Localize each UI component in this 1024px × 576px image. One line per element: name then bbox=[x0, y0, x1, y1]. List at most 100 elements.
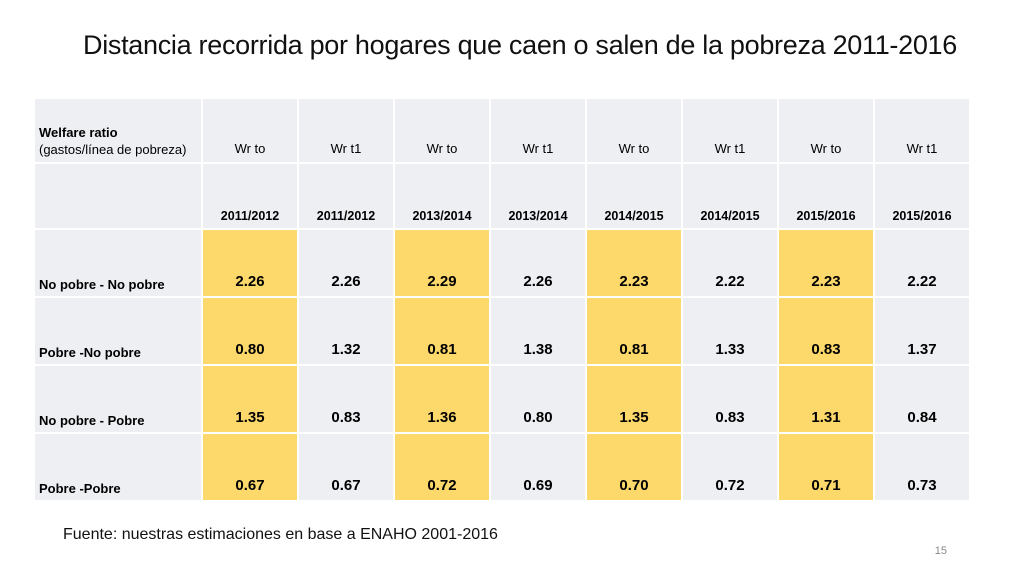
value-cell-highlighted: 2.23 bbox=[779, 230, 873, 296]
value: 0.80 bbox=[235, 341, 265, 358]
period-header: 2015/2016 bbox=[796, 209, 856, 223]
period-header: 2011/2012 bbox=[316, 209, 376, 223]
corner-header-cell: Welfare ratio (gastos/línea de pobreza) bbox=[35, 99, 201, 162]
period-header-cell: 2011/2012 bbox=[299, 164, 393, 228]
period-header-cell: 2011/2012 bbox=[203, 164, 297, 228]
value-cell-highlighted: 0.81 bbox=[395, 298, 489, 364]
value-cell-highlighted: 0.83 bbox=[779, 298, 873, 364]
period-header-cell: 2014/2015 bbox=[587, 164, 681, 228]
period-header-cell: 2013/2014 bbox=[395, 164, 489, 228]
value-cell: 1.37 bbox=[875, 298, 969, 364]
value: 0.67 bbox=[331, 477, 361, 494]
period-header-cell: 2015/2016 bbox=[875, 164, 969, 228]
source-note: Fuente: nuestras estimaciones en base a … bbox=[63, 526, 498, 543]
measure-header-cell: Wr to bbox=[779, 99, 873, 162]
value: 0.71 bbox=[811, 477, 841, 494]
value: 1.35 bbox=[235, 409, 265, 426]
page-number: 15 bbox=[934, 545, 947, 557]
value: 0.84 bbox=[907, 409, 937, 426]
value: 0.70 bbox=[619, 477, 649, 494]
period-header-cell: 2013/2014 bbox=[491, 164, 585, 228]
value-cell: 0.84 bbox=[875, 366, 969, 432]
value-cell: 0.83 bbox=[299, 366, 393, 432]
value-cell: 1.38 bbox=[491, 298, 585, 364]
row-label-cell: Pobre -Pobre bbox=[35, 434, 201, 500]
value-cell-highlighted: 0.72 bbox=[395, 434, 489, 500]
row-label: No pobre - Pobre bbox=[39, 413, 145, 428]
value: 1.32 bbox=[331, 341, 361, 358]
table-row: No pobre - Pobre 1.35 0.83 1.36 0.80 1.3… bbox=[35, 366, 969, 432]
header-row-periods: 2011/2012 2011/2012 2013/2014 2013/2014 … bbox=[35, 164, 969, 228]
measure-header-cell: Wr t1 bbox=[683, 99, 777, 162]
measure-header-cell: Wr to bbox=[587, 99, 681, 162]
value-cell: 2.22 bbox=[875, 230, 969, 296]
period-header-cell: 2015/2016 bbox=[779, 164, 873, 228]
value: 1.37 bbox=[907, 341, 937, 358]
measure-header: Wr t1 bbox=[522, 141, 554, 156]
row-label-cell: No pobre - No pobre bbox=[35, 230, 201, 296]
value: 0.83 bbox=[331, 409, 361, 426]
value-cell-highlighted: 1.31 bbox=[779, 366, 873, 432]
value-cell: 0.83 bbox=[683, 366, 777, 432]
value-cell-highlighted: 0.81 bbox=[587, 298, 681, 364]
value-cell: 0.67 bbox=[299, 434, 393, 500]
value: 0.83 bbox=[715, 409, 745, 426]
period-header: 2013/2014 bbox=[508, 209, 568, 223]
row-label-cell: Pobre -No pobre bbox=[35, 298, 201, 364]
period-header: 2014/2015 bbox=[604, 209, 664, 223]
period-header: 2013/2014 bbox=[412, 209, 472, 223]
value: 2.26 bbox=[235, 273, 265, 290]
table-row: Pobre -No pobre 0.80 1.32 0.81 1.38 0.81… bbox=[35, 298, 969, 364]
row-label: Pobre -Pobre bbox=[39, 481, 121, 496]
value: 0.81 bbox=[619, 341, 649, 358]
welfare-ratio-label: Welfare ratio bbox=[39, 125, 118, 140]
measure-header-cell: Wr to bbox=[203, 99, 297, 162]
value-cell: 2.26 bbox=[299, 230, 393, 296]
value-cell-highlighted: 1.36 bbox=[395, 366, 489, 432]
value: 2.26 bbox=[523, 273, 553, 290]
period-header: 2011/2012 bbox=[220, 209, 280, 223]
value-cell-highlighted: 1.35 bbox=[203, 366, 297, 432]
value-cell-highlighted: 0.80 bbox=[203, 298, 297, 364]
value: 2.22 bbox=[715, 273, 745, 290]
value: 0.72 bbox=[715, 477, 745, 494]
value: 2.23 bbox=[811, 273, 841, 290]
value: 2.26 bbox=[331, 273, 361, 290]
value: 0.72 bbox=[427, 477, 457, 494]
row-label: No pobre - No pobre bbox=[39, 277, 165, 292]
value: 1.33 bbox=[715, 341, 745, 358]
value-cell-highlighted: 0.70 bbox=[587, 434, 681, 500]
value-cell: 1.32 bbox=[299, 298, 393, 364]
measure-header: Wr t1 bbox=[330, 141, 362, 156]
measure-header: Wr t1 bbox=[714, 141, 746, 156]
value: 2.29 bbox=[427, 273, 457, 290]
row-label-cell: No pobre - Pobre bbox=[35, 366, 201, 432]
measure-header-cell: Wr to bbox=[395, 99, 489, 162]
value-cell-highlighted: 2.26 bbox=[203, 230, 297, 296]
value: 2.22 bbox=[907, 273, 937, 290]
measure-header: Wr to bbox=[810, 141, 842, 156]
slide-title: Distancia recorrida por hogares que caen… bbox=[83, 30, 957, 60]
value-cell: 0.69 bbox=[491, 434, 585, 500]
value: 0.69 bbox=[523, 477, 553, 494]
value-cell: 1.33 bbox=[683, 298, 777, 364]
value: 1.31 bbox=[811, 409, 841, 426]
value-cell-highlighted: 2.29 bbox=[395, 230, 489, 296]
value-cell: 2.22 bbox=[683, 230, 777, 296]
period-header: 2015/2016 bbox=[892, 209, 952, 223]
measure-header: Wr t1 bbox=[906, 141, 938, 156]
period-header: 2014/2015 bbox=[700, 209, 760, 223]
value: 0.73 bbox=[907, 477, 937, 494]
value: 1.38 bbox=[523, 341, 553, 358]
empty-corner-cell bbox=[35, 164, 201, 228]
measure-header-cell: Wr t1 bbox=[875, 99, 969, 162]
table-row: No pobre - No pobre 2.26 2.26 2.29 2.26 … bbox=[35, 230, 969, 296]
measure-header: Wr to bbox=[426, 141, 458, 156]
value-cell-highlighted: 0.67 bbox=[203, 434, 297, 500]
value-cell: 0.80 bbox=[491, 366, 585, 432]
value-cell: 0.72 bbox=[683, 434, 777, 500]
value: 2.23 bbox=[619, 273, 649, 290]
measure-header: Wr to bbox=[618, 141, 650, 156]
data-table: Welfare ratio (gastos/línea de pobreza) … bbox=[33, 97, 971, 502]
row-label: Pobre -No pobre bbox=[39, 345, 141, 360]
